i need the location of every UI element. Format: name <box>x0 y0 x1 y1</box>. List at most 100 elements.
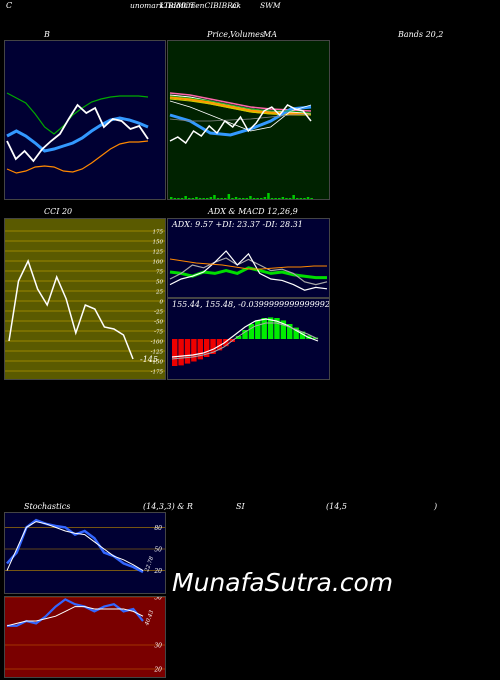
cci-tick-label: 0 <box>160 300 164 306</box>
volume-bar <box>245 198 249 199</box>
macd-histogram-bar <box>184 339 191 364</box>
volume-bar <box>191 198 195 199</box>
volume-bar <box>220 198 223 199</box>
volume-bar <box>278 198 281 199</box>
cci-tick-label: -175 <box>151 370 164 376</box>
volume-bar <box>263 197 267 199</box>
cci-tick-label: -50 <box>154 320 163 326</box>
adx-chart <box>169 250 328 291</box>
cci-tick-label: -150 <box>151 360 164 366</box>
cci-title: CCI 20 <box>44 207 73 216</box>
cci-tick-label: 75 <box>156 270 163 276</box>
volume-bar <box>177 198 180 199</box>
bands-title-ma: MA <box>263 30 277 39</box>
volume-bar <box>252 198 256 199</box>
adx-orange-line <box>169 258 327 270</box>
cci-tick-label: -100 <box>151 340 164 346</box>
macd-histogram-bar <box>197 339 203 360</box>
volume-bar <box>213 195 216 199</box>
bollinger-series-line <box>6 116 149 153</box>
macd-histogram-bar <box>287 324 293 339</box>
header-ticker-overlap-3: ak <box>232 1 242 10</box>
cci-panel: 175 150 125 100 75 50 25 0 -25 -50 -75 -100 -125 -150… <box>4 218 166 380</box>
adx-macd-title: ADX & MACD 12,26,9 <box>208 207 298 216</box>
ma-line <box>169 95 312 114</box>
rsi-last-label: 40.43 <box>144 609 156 627</box>
volume-bar <box>292 195 295 199</box>
stoch-tick-label: 20 <box>153 568 162 575</box>
rsi-params-close: ) <box>434 502 438 511</box>
cci-tick-label: -25 <box>154 310 163 316</box>
bollinger-chart <box>6 92 149 174</box>
volume-bar <box>206 198 209 199</box>
bands-title-volumes: Volumes <box>230 30 264 39</box>
volume-bar <box>216 198 220 199</box>
volume-bar <box>260 198 263 199</box>
macd-signal-line <box>171 322 319 360</box>
stoch-tick-label: 80 <box>154 525 162 532</box>
cci-tick-label: 125 <box>153 250 164 256</box>
cci-line <box>8 259 134 360</box>
rsi-tick-label: 30 <box>154 643 162 650</box>
header-right-code: SWM <box>260 1 281 10</box>
header-c-letter: C <box>6 1 13 10</box>
volume-bar <box>288 198 292 199</box>
bollinger-series-line <box>6 103 149 163</box>
stoch-params: (14,3,3) & R <box>143 502 193 511</box>
volume-bar <box>209 197 213 199</box>
volume-bar <box>170 197 173 199</box>
cci-chart: 175 150 125 100 75 50 25 0 -25 -50 -75 -100 -125 -150… <box>5 230 165 376</box>
rsi-series-line <box>7 598 144 627</box>
adx-series-line <box>169 250 328 291</box>
bollinger-series-line <box>6 140 149 174</box>
macd-histogram-bar <box>210 339 216 354</box>
volume-bar <box>274 198 277 199</box>
volume-bar <box>184 196 187 199</box>
volume-bar <box>202 198 205 199</box>
adx-panel: ADX: 9.57 +DI: 23.37 -DI: 28.31 <box>167 218 330 298</box>
macd-values-label: 155.44, 155.48, -0.0399999999999992 <box>172 300 330 309</box>
volume-bar <box>267 193 270 199</box>
stoch-series-line <box>6 518 144 574</box>
cci-tick-label: 100 <box>153 260 164 266</box>
price-volume-chart <box>169 92 313 199</box>
bands-title-left: B <box>44 30 50 39</box>
volume-bar <box>234 197 238 199</box>
macd-histogram-bar <box>255 320 261 339</box>
volume-bar <box>310 198 313 199</box>
rsi-params: (14,5 <box>326 502 347 511</box>
volume-bar <box>188 198 191 199</box>
volume-bar <box>224 198 227 199</box>
volume-bar <box>296 198 299 199</box>
macd-histogram-bar <box>203 339 210 357</box>
volume-bar <box>180 198 184 199</box>
volume-bar <box>238 198 241 199</box>
stoch-last-label: 22.78 <box>144 555 156 573</box>
volume-bar <box>195 197 198 199</box>
macd-histogram-bar <box>299 331 306 339</box>
macd-panel: 155.44, 155.48, -0.0399999999999992 <box>167 298 330 380</box>
volume-bar <box>306 197 310 199</box>
volume-bar <box>285 198 288 199</box>
watermark: MunafaSutra.com <box>172 568 394 597</box>
macd-histogram-bar <box>178 339 184 366</box>
macd-histogram-bar <box>191 339 197 362</box>
volume-bar <box>242 198 245 199</box>
macd-histogram-bar <box>261 318 267 339</box>
macd-histogram-bar <box>172 339 178 366</box>
rsi-title: SI <box>236 502 245 511</box>
macd-histogram-bar <box>223 339 229 347</box>
cci-tick-label: 50 <box>156 280 163 286</box>
volume-bar <box>281 197 285 199</box>
volume-bar <box>227 194 231 199</box>
macd-histogram-bar <box>274 318 280 339</box>
stoch-tick-label: 50 <box>154 547 162 554</box>
rsi-chart: 50 30 20 40.43 <box>5 597 165 674</box>
volume-bar <box>249 196 252 199</box>
volume-bar <box>303 198 306 199</box>
macd-histogram-bar <box>280 320 287 339</box>
rsi-series-line <box>6 606 144 627</box>
cci-last-label: -145 <box>140 355 158 364</box>
ma-line <box>169 113 312 122</box>
